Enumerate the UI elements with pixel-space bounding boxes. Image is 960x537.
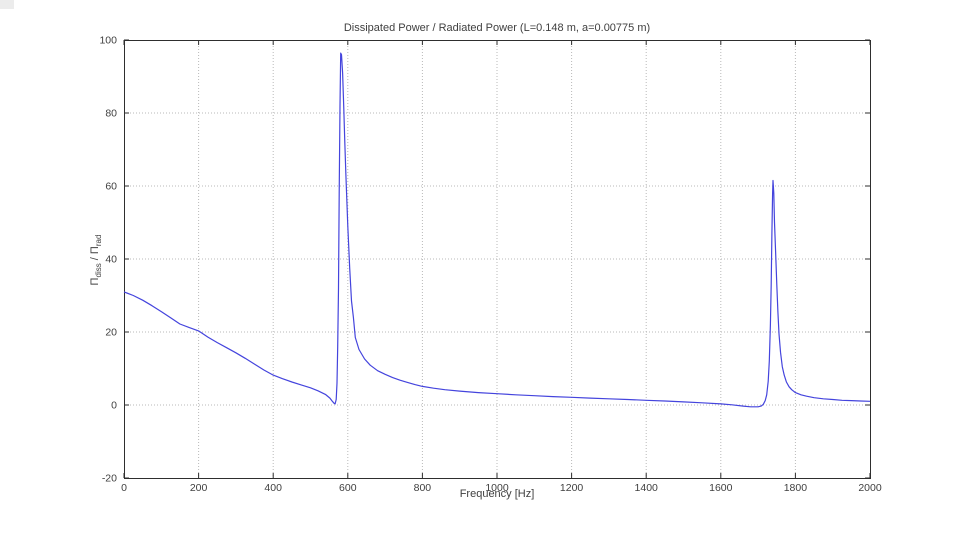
chart-title: Dissipated Power / Radiated Power (L=0.1… — [343, 22, 651, 34]
data-series-line — [123, 52, 871, 408]
x-tick-label: 1000 — [485, 482, 509, 494]
x-tick-label: 1800 — [784, 482, 808, 494]
y-tick-label: 40 — [105, 254, 117, 266]
x-tick-label: 1600 — [709, 482, 733, 494]
x-tick-label: 400 — [264, 482, 282, 494]
x-tick-label: 0 — [121, 482, 127, 494]
corner-artifact — [0, 0, 14, 9]
x-tick-label: 600 — [339, 482, 357, 494]
x-tick-label: 200 — [190, 482, 208, 494]
y-tick-label: -20 — [102, 473, 117, 485]
x-tick-label: 800 — [414, 482, 432, 494]
y-tick-label: 20 — [105, 327, 117, 339]
x-axis-label: Frequency [Hz] — [459, 488, 535, 500]
x-tick-label: 1400 — [635, 482, 659, 494]
x-tick-label: 2000 — [858, 482, 882, 494]
y-tick-label: 60 — [105, 181, 117, 193]
x-tick-label: 1200 — [560, 482, 584, 494]
y-tick-label: 80 — [105, 108, 117, 120]
y-tick-label: 100 — [99, 35, 117, 47]
y-tick-label: 0 — [111, 400, 117, 412]
